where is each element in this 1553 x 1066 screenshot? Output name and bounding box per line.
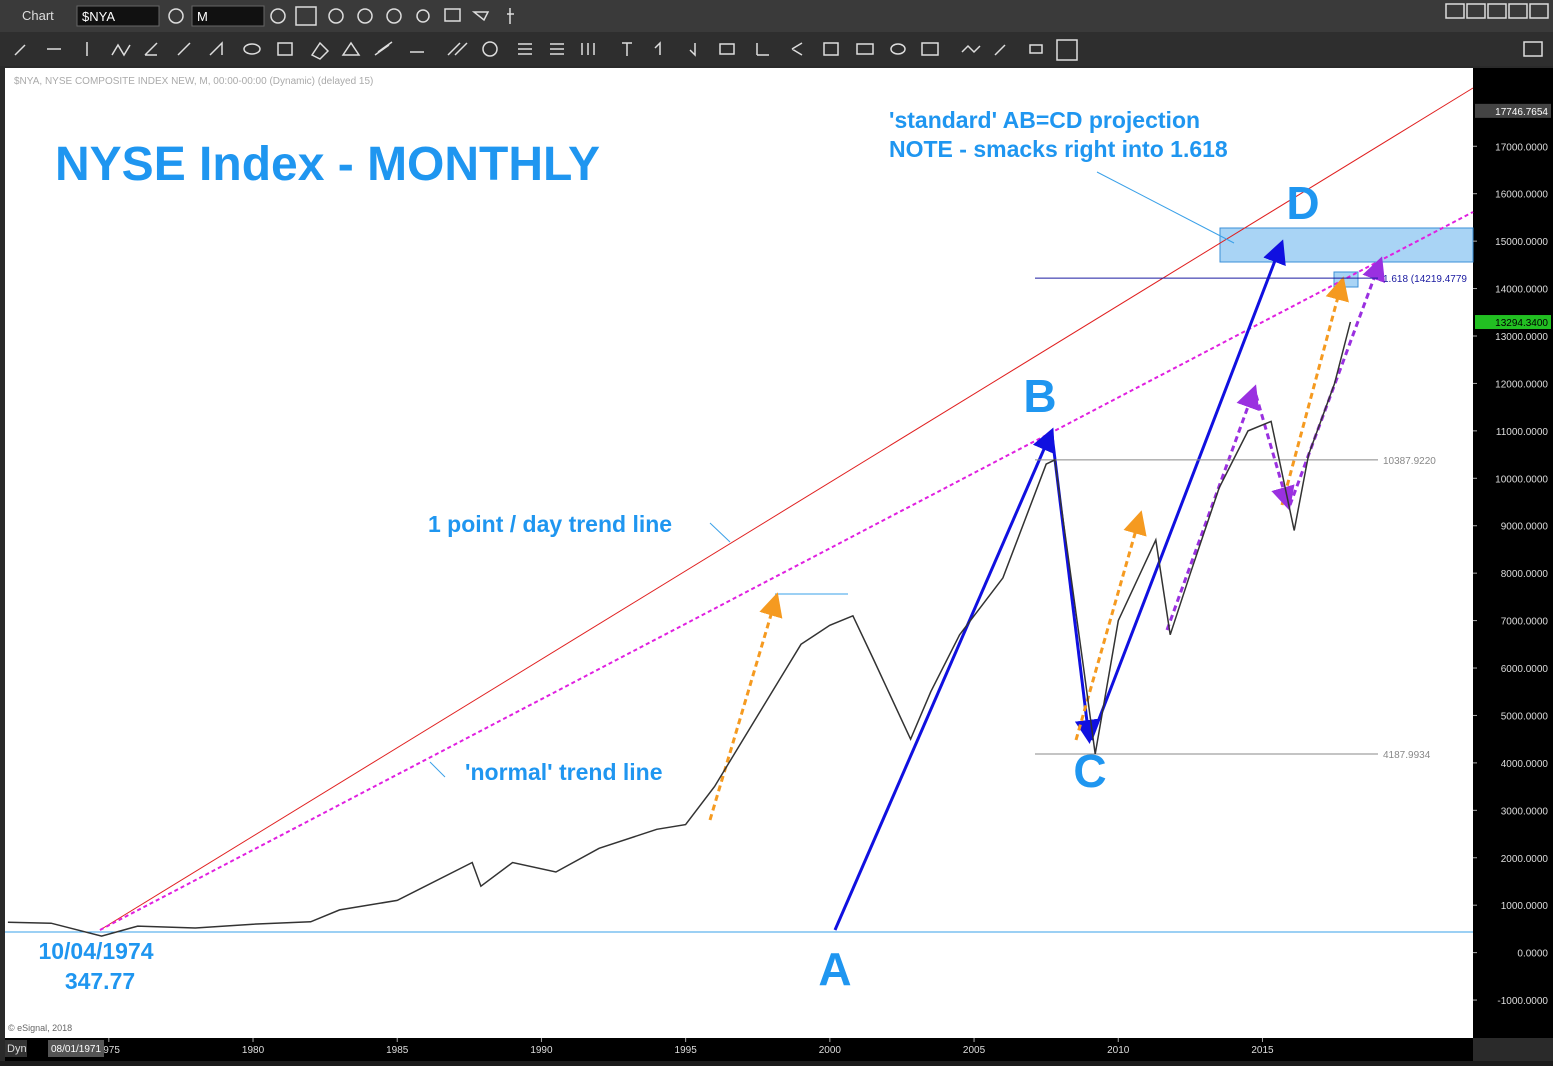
y-tick-label: 1000.0000 xyxy=(1501,901,1549,912)
chart-title: NYSE Index - MONTHLY xyxy=(55,138,600,191)
y-tick-label: 8000.0000 xyxy=(1501,569,1549,580)
point-label: A xyxy=(818,943,851,995)
level-label: 1.618 (14219.4779 xyxy=(1383,274,1467,285)
price-line xyxy=(7,321,1352,937)
note: NOTE - smacks right into 1.618 xyxy=(889,136,1228,162)
y-tick-label: 9000.0000 xyxy=(1501,522,1549,533)
last-price-box xyxy=(1475,315,1551,330)
x-tick-label: 2005 xyxy=(963,1045,986,1056)
y-tick-label: 6000.0000 xyxy=(1501,664,1549,675)
y-tick-label: -1000.0000 xyxy=(1497,996,1548,1007)
x-tick-label: 1995 xyxy=(675,1045,698,1056)
callout-line xyxy=(1096,171,1235,244)
callout-line xyxy=(429,761,446,778)
x-tick-label: 1975 xyxy=(98,1045,121,1056)
x-tick-label: 2000 xyxy=(819,1045,842,1056)
y-tick-label: 12000.0000 xyxy=(1495,379,1548,390)
y-tick-label: 15000.0000 xyxy=(1495,237,1548,248)
x-tick-label: 1985 xyxy=(386,1045,409,1056)
x-axis-panel xyxy=(5,1038,1473,1061)
level-label: 4187.9934 xyxy=(1383,750,1431,761)
app-name: Chart xyxy=(22,8,54,23)
chart-header: $NYA, NYSE COMPOSITE INDEX NEW, M, 00:00… xyxy=(14,76,373,87)
point-label: B xyxy=(1023,370,1056,422)
note: 'normal' trend line xyxy=(465,759,663,785)
y-tick-label: 0.0000 xyxy=(1517,949,1548,960)
level-label: 10387.9220 xyxy=(1383,456,1436,467)
target-zone xyxy=(1219,227,1474,263)
y-tick-label: 3000.0000 xyxy=(1501,806,1549,817)
callout-line xyxy=(709,522,731,543)
y-tick-label: 10000.0000 xyxy=(1495,474,1548,485)
y-tick-label: 4000.0000 xyxy=(1501,759,1549,770)
x-tick-label: 2015 xyxy=(1251,1045,1274,1056)
abcd-arrows xyxy=(708,239,1386,931)
mode-box[interactable] xyxy=(5,1040,27,1057)
y-tick-label: 17000.0000 xyxy=(1495,142,1548,153)
y-tick-label: 14000.0000 xyxy=(1495,285,1548,296)
trend-line-red xyxy=(99,87,1474,931)
y-tick-label: 7000.0000 xyxy=(1501,617,1549,628)
last-price: 13294.3400 xyxy=(1495,318,1548,329)
x-tick-label: 1990 xyxy=(530,1045,553,1056)
point-label: D xyxy=(1286,177,1319,229)
toolbar-icons[interactable] xyxy=(14,39,1543,61)
copyright: © eSignal, 2018 xyxy=(8,1023,72,1033)
plot-area xyxy=(5,68,1473,1038)
note: 1 point / day trend line xyxy=(428,511,672,537)
x-tick-label: 1980 xyxy=(242,1045,265,1056)
start-date: 08/01/1971 xyxy=(51,1044,101,1055)
annotations: A B C D 'standard' AB=CD projection NOTE… xyxy=(38,107,1319,995)
x-tick-label: 2010 xyxy=(1107,1045,1130,1056)
low-date: 10/04/1974 xyxy=(38,938,153,964)
symbol: $NYA xyxy=(82,9,115,24)
y-tick-label: 2000.0000 xyxy=(1501,854,1549,865)
toolbar xyxy=(0,32,1553,66)
title-icons[interactable] xyxy=(168,3,1549,26)
y-axis-panel xyxy=(1473,68,1553,1038)
low-value: 347.77 xyxy=(65,968,135,994)
mode: Dyn xyxy=(7,1043,27,1055)
interval-box[interactable] xyxy=(191,5,265,27)
point-label: C xyxy=(1073,745,1106,797)
chart-layer: -1000.0000 0.0000 1000.0000 2000.0000 3000.0… xyxy=(7,103,1551,1056)
symbol-box[interactable] xyxy=(76,5,160,27)
start-date-box xyxy=(48,1040,104,1057)
y-tick-label: 11000.0000 xyxy=(1496,427,1549,438)
max-price: 17746.7654 xyxy=(1495,107,1548,118)
note: 'standard' AB=CD projection xyxy=(889,107,1200,133)
trend-line-dotted xyxy=(99,211,1474,931)
y-tick-label: 5000.0000 xyxy=(1501,711,1549,722)
y-tick-label: 13000.0000 xyxy=(1495,332,1548,343)
interval: M xyxy=(197,9,208,24)
y-tick-label: 16000.0000 xyxy=(1495,190,1548,201)
max-price-box xyxy=(1475,103,1551,118)
